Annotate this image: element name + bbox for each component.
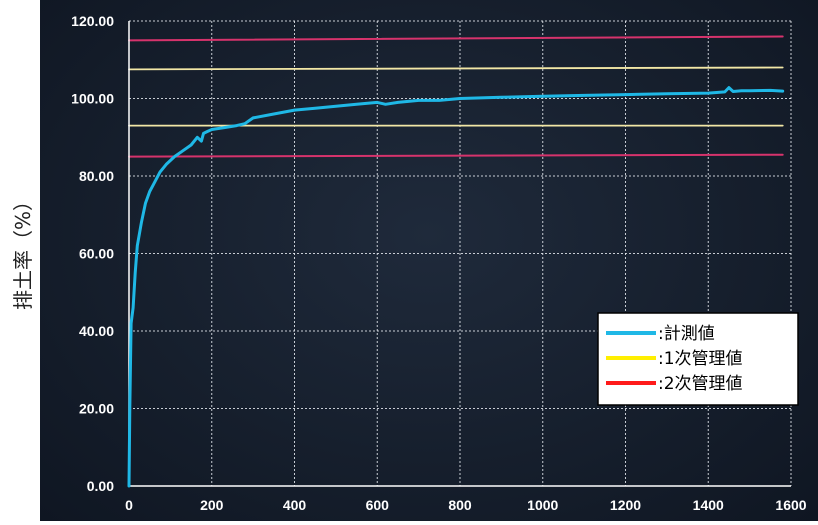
series-measured-line (127, 86, 785, 488)
grid (129, 20, 792, 486)
x-tick-label: 1200 (610, 497, 641, 513)
x-tick-label: 400 (283, 497, 307, 513)
x-tick-label: 800 (448, 497, 472, 513)
legend-label: :2次管理値 (658, 374, 743, 394)
series (127, 86, 785, 488)
y-tick-label: 0.00 (87, 478, 114, 494)
x-tick-label: 0 (125, 497, 133, 513)
line-chart: 0 200 400 600 800 1000 1200 1400 1600 0.00 20.00 40… (71, 13, 807, 513)
legend-label: :計測値 (658, 324, 715, 344)
limit-lines (128, 35, 784, 158)
legend: :計測値 :1次管理値 :2次管理値 (597, 312, 799, 406)
y-tick-label: 100.00 (71, 91, 114, 107)
secondary-limit-line (128, 35, 784, 42)
y-axis-title: 排土率（%） (2, 140, 40, 360)
x-tick-label: 1600 (775, 497, 806, 513)
y-tick-label: 80.00 (79, 168, 114, 184)
x-tick-label: 600 (366, 497, 390, 513)
secondary-limit-line (128, 153, 784, 158)
y-tick-label: 20.00 (79, 401, 114, 417)
x-tick-label: 200 (200, 497, 224, 513)
x-tick-label: 1400 (693, 497, 724, 513)
x-tick-label: 1000 (527, 497, 558, 513)
y-tick-label: 40.00 (79, 323, 114, 339)
legend-label: :1次管理値 (658, 349, 743, 369)
y-axis-title-text: 排土率（%） (10, 190, 35, 310)
y-tick-label: 120.00 (71, 13, 114, 29)
monitor-screen: 0 200 400 600 800 1000 1200 1400 1600 0.00 20.00 40… (40, 0, 818, 521)
y-tick-label: 60.00 (79, 246, 114, 262)
axes: 0 200 400 600 800 1000 1200 1400 1600 0.00 20.00 40… (71, 13, 807, 513)
primary-limit-line (128, 66, 784, 71)
